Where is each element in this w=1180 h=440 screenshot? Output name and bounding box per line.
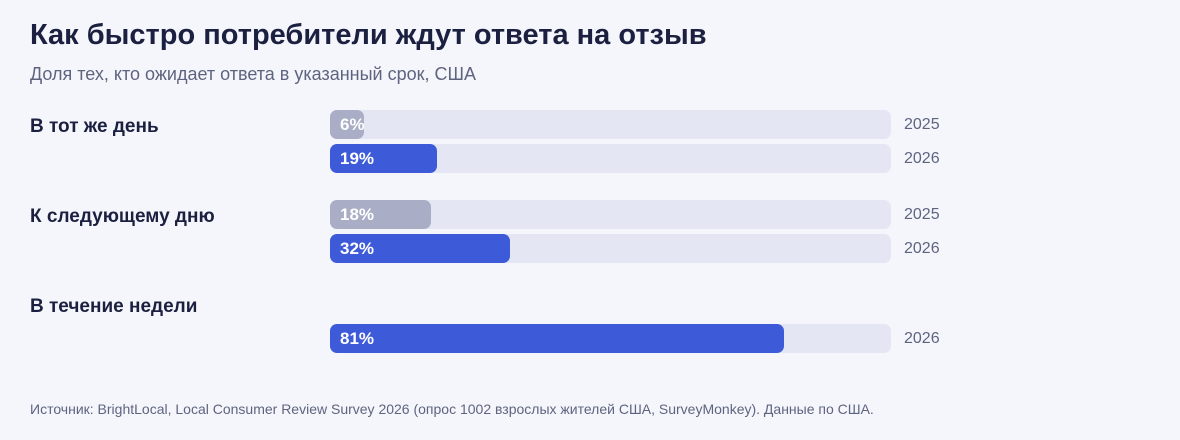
bar-track [330,110,891,139]
series-year-label: 2025 [904,116,940,133]
series-year-label: 2026 [904,150,940,167]
series-year-label: 2026 [904,240,940,257]
category-label: В тот же день [30,116,159,137]
category-label: К следующему дню [30,206,215,227]
chart-subtitle: Доля тех, кто ожидает ответа в указанный… [30,64,476,84]
value-label: 6% [340,115,365,134]
bar-2026 [330,324,785,353]
value-label: 32% [340,239,375,258]
value-label: 81% [340,329,375,348]
value-label: 19% [340,149,375,168]
chart-title: Как быстро потребители ждут ответа на от… [30,19,707,51]
bar-2026 [330,234,510,263]
bar-2026 [330,144,437,173]
series-year-label: 2025 [904,206,940,223]
bar-2025 [330,110,364,139]
value-label: 18% [340,205,375,224]
series-year-label: 2026 [904,330,940,347]
bar-2025 [330,200,431,229]
category-label: В течение недели [30,296,198,317]
source-note: Источник: BrightLocal, Local Consumer Re… [30,401,874,417]
